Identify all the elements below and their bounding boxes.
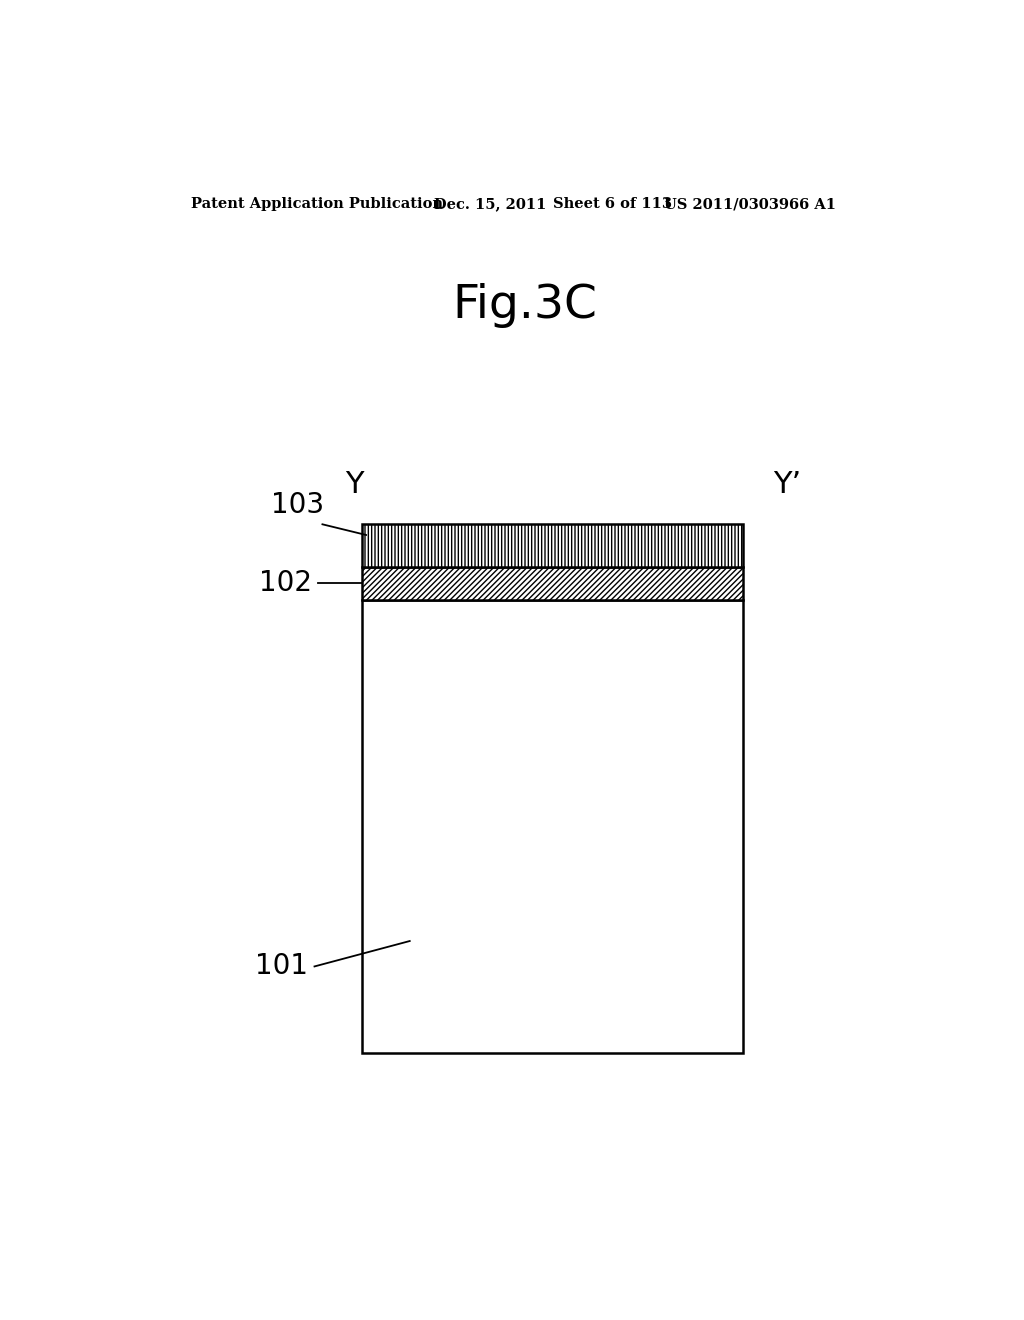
Text: Sheet 6 of 113: Sheet 6 of 113: [553, 197, 672, 211]
Text: 103: 103: [270, 491, 324, 519]
Text: US 2011/0303966 A1: US 2011/0303966 A1: [664, 197, 836, 211]
Text: 101: 101: [255, 953, 308, 981]
Text: Dec. 15, 2011: Dec. 15, 2011: [433, 197, 546, 211]
Bar: [362, 524, 743, 568]
Bar: [362, 568, 743, 599]
Text: Patent Application Publication: Patent Application Publication: [191, 197, 443, 211]
Text: Fig.3C: Fig.3C: [453, 284, 597, 329]
Bar: [362, 599, 743, 1053]
Text: 102: 102: [259, 569, 312, 597]
Text: Y’: Y’: [773, 470, 801, 499]
Text: Y: Y: [345, 470, 364, 499]
